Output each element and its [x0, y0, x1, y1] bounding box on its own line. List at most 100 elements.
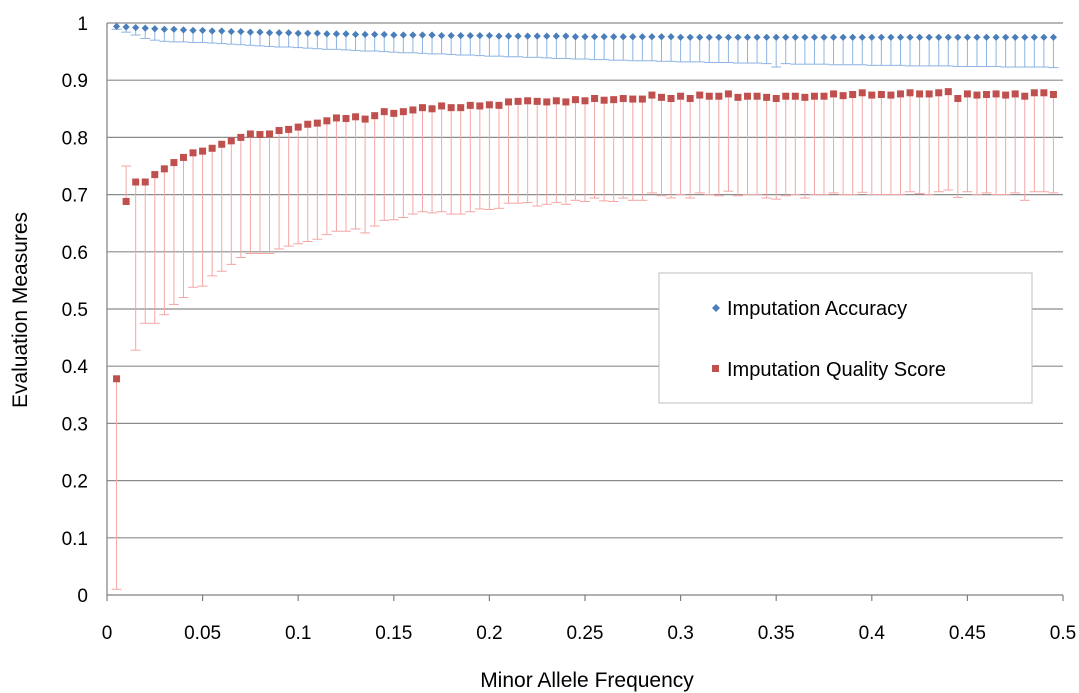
point-imputation-accuracy — [772, 33, 780, 41]
legend: Imputation Accuracy Imputation Quality S… — [658, 272, 1033, 404]
point-imputation-accuracy — [801, 33, 809, 41]
point-imputation-quality-score — [246, 130, 254, 138]
point-imputation-quality-score — [457, 104, 465, 112]
y-tick-label: 0.5 — [62, 300, 88, 321]
y-axis-ticks: 0 0.1 0.2 0.3 0.4 0.5 0.6 0.7 0.8 0.9 1 — [62, 14, 89, 607]
point-imputation-accuracy — [275, 29, 283, 37]
x-axis-label: Minor Allele Frequency — [480, 669, 694, 692]
point-imputation-quality-score — [514, 97, 522, 105]
point-imputation-quality-score — [485, 101, 493, 109]
point-imputation-accuracy — [457, 31, 465, 40]
point-imputation-quality-score — [189, 149, 197, 157]
point-imputation-quality-score — [677, 92, 685, 100]
point-imputation-quality-score — [1049, 91, 1057, 98]
point-imputation-accuracy — [122, 23, 130, 31]
point-imputation-quality-score — [342, 115, 350, 123]
point-imputation-accuracy — [227, 27, 235, 36]
y-tick-label: 0.3 — [62, 414, 88, 435]
point-imputation-accuracy — [418, 31, 427, 39]
point-imputation-quality-score — [782, 92, 790, 100]
point-imputation-quality-score — [266, 130, 274, 138]
x-tick-label: 0.15 — [375, 623, 412, 644]
y-tick-label: 0.4 — [62, 357, 89, 378]
point-imputation-quality-score — [562, 98, 570, 106]
point-imputation-quality-score — [208, 144, 216, 152]
point-imputation-quality-score — [973, 91, 981, 99]
point-imputation-quality-score — [476, 102, 484, 110]
point-imputation-quality-score — [409, 106, 417, 114]
point-imputation-quality-score — [1021, 92, 1029, 100]
point-imputation-accuracy — [323, 30, 331, 38]
point-imputation-accuracy — [371, 30, 379, 39]
point-imputation-quality-score — [237, 133, 245, 141]
point-imputation-accuracy — [829, 33, 838, 41]
point-imputation-accuracy — [533, 32, 541, 40]
point-imputation-accuracy — [677, 33, 685, 41]
point-imputation-accuracy — [581, 33, 589, 41]
data-points — [112, 22, 1058, 383]
point-imputation-quality-score — [992, 90, 1000, 98]
point-imputation-accuracy — [820, 33, 828, 41]
point-imputation-accuracy — [313, 29, 321, 37]
point-imputation-accuracy — [667, 33, 675, 41]
point-imputation-quality-score — [399, 108, 407, 116]
point-imputation-accuracy — [179, 26, 188, 34]
point-imputation-accuracy — [428, 31, 436, 39]
point-imputation-accuracy — [657, 33, 666, 41]
x-tick-label: 0.2 — [476, 623, 502, 644]
point-imputation-quality-score — [954, 95, 962, 103]
point-imputation-quality-score — [705, 92, 713, 100]
point-imputation-quality-score — [1011, 90, 1019, 98]
x-tick-label: 0.45 — [949, 623, 986, 644]
point-imputation-quality-score — [1040, 89, 1048, 97]
point-imputation-quality-score — [275, 127, 283, 135]
point-imputation-quality-score — [657, 93, 665, 101]
point-imputation-accuracy — [763, 33, 771, 41]
point-imputation-quality-score — [552, 97, 560, 105]
point-imputation-accuracy — [858, 33, 866, 41]
point-imputation-quality-score — [791, 92, 799, 100]
point-imputation-accuracy — [590, 33, 599, 41]
point-imputation-accuracy — [753, 33, 761, 41]
point-imputation-accuracy — [954, 33, 962, 41]
point-imputation-accuracy — [982, 33, 991, 41]
point-imputation-accuracy — [380, 30, 388, 39]
point-imputation-accuracy — [390, 31, 398, 39]
point-imputation-quality-score — [925, 90, 933, 98]
point-imputation-quality-score — [858, 89, 866, 97]
point-imputation-accuracy — [1021, 33, 1029, 41]
point-imputation-accuracy — [351, 30, 360, 39]
point-imputation-quality-score — [830, 90, 838, 98]
point-imputation-quality-score — [380, 108, 388, 116]
point-imputation-quality-score — [648, 91, 656, 99]
y-tick-label: 0.9 — [62, 71, 88, 92]
point-imputation-quality-score — [753, 92, 761, 100]
point-imputation-accuracy — [724, 33, 732, 41]
point-imputation-quality-score — [983, 91, 991, 98]
point-imputation-accuracy — [791, 33, 799, 41]
point-imputation-quality-score — [600, 96, 608, 104]
point-imputation-accuracy — [342, 30, 350, 38]
x-tick-label: 0.3 — [667, 623, 693, 644]
point-imputation-quality-score — [696, 91, 704, 99]
point-imputation-accuracy — [562, 32, 570, 40]
point-imputation-quality-score — [906, 89, 914, 97]
x-tick-label: 0 — [102, 623, 113, 644]
point-imputation-accuracy — [495, 32, 503, 40]
point-imputation-accuracy — [935, 33, 943, 41]
legend-marker-imputation-quality-score — [712, 365, 719, 372]
point-imputation-quality-score — [160, 165, 168, 173]
point-imputation-accuracy — [686, 33, 694, 41]
point-imputation-quality-score — [438, 102, 446, 110]
point-imputation-accuracy — [925, 33, 933, 41]
point-imputation-quality-score — [418, 104, 426, 112]
x-tick-label: 0.05 — [184, 623, 221, 644]
point-imputation-quality-score — [724, 90, 732, 98]
point-imputation-quality-score — [447, 104, 455, 112]
point-imputation-quality-score — [199, 147, 207, 155]
point-imputation-quality-score — [428, 105, 436, 113]
point-imputation-quality-score — [505, 98, 513, 106]
point-imputation-quality-score — [294, 123, 302, 131]
point-imputation-accuracy — [170, 25, 178, 33]
point-imputation-quality-score — [638, 95, 646, 103]
